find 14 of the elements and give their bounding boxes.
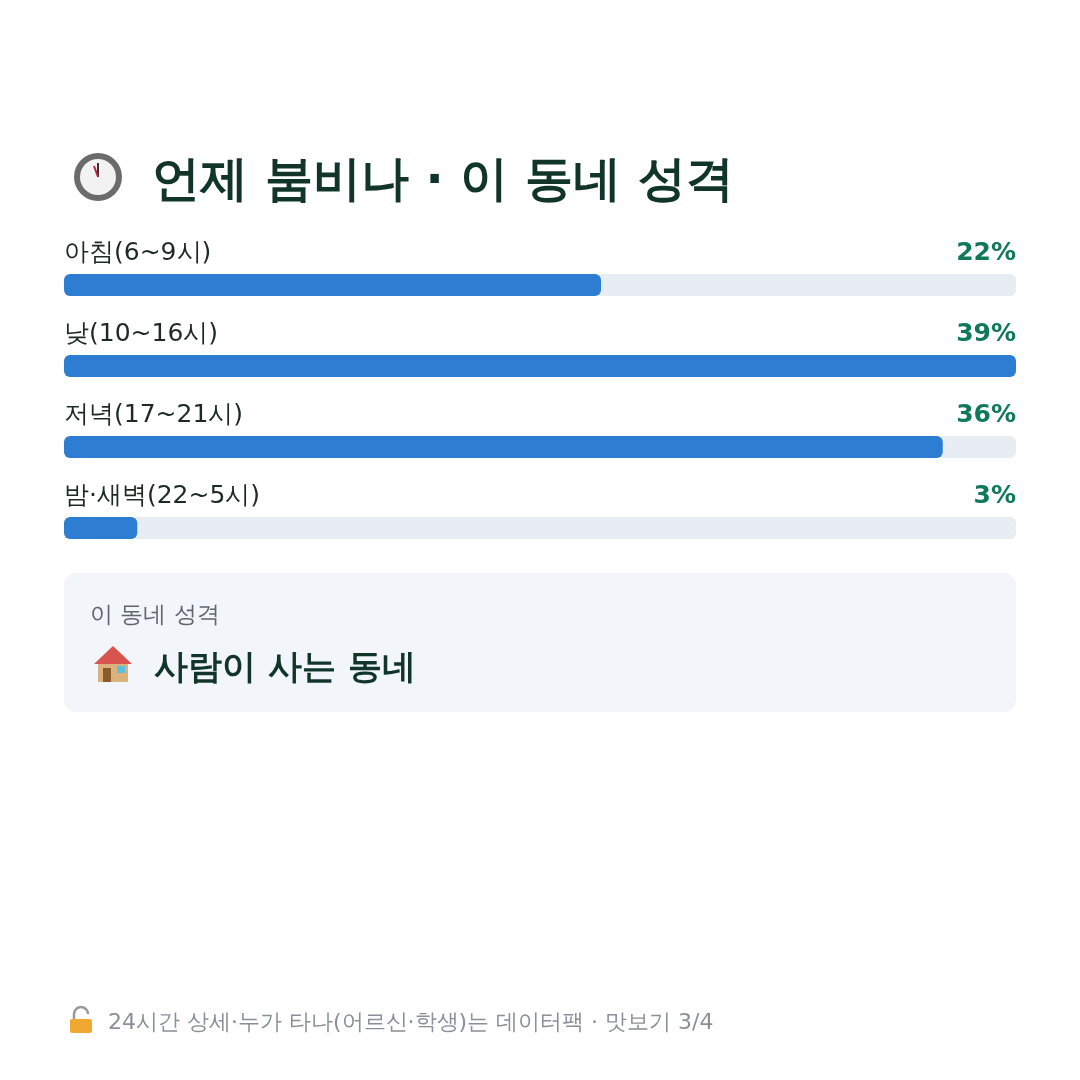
data-label: 22% [956,237,1016,266]
text: 24시간 상세·누가 타나(어르신·학생)는 데이터팩 · 맛보기 3/4 [108,1009,714,1034]
y-tick-label: 낮(10~16시) [64,318,219,347]
text: 이 동네 성격 [90,601,220,627]
data-label: 39% [956,318,1016,347]
data-label: 3% [973,480,1016,509]
y-tick-label: 아침(6~9시) [64,237,212,266]
y-tick-label: 저녁(17~21시) [64,399,244,428]
y-tick-label: 밤·새벽(22~5시) [64,480,261,509]
text: 사람이 사는 동네 [154,646,416,686]
bar [64,517,138,539]
data-label: 36% [956,399,1016,428]
chart-title: 언제 붐비나 · 이 동네 성격 [152,150,734,206]
bar [64,355,1016,377]
